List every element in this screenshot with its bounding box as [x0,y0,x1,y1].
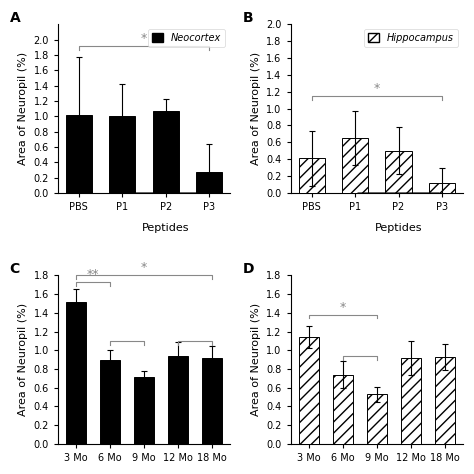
Bar [299,337,319,444]
Bar [385,151,411,193]
Bar [66,115,92,193]
Bar [366,394,387,444]
Text: Peptides: Peptides [142,223,190,234]
Bar [153,111,179,193]
Bar [134,377,154,444]
Text: *: * [340,301,346,313]
Y-axis label: Area of Neuropil (%): Area of Neuropil (%) [251,303,261,416]
Bar [342,138,368,193]
Y-axis label: Area of Neuropil (%): Area of Neuropil (%) [251,52,261,165]
Text: **: ** [87,268,99,281]
Bar [196,172,222,193]
Bar [401,358,421,444]
Text: Peptides: Peptides [375,223,422,234]
Legend: Neocortex: Neocortex [148,29,225,47]
Text: D: D [243,262,254,276]
Legend: Hippocampus: Hippocampus [364,29,458,47]
Bar [202,358,222,444]
Y-axis label: Area of Neuropil (%): Area of Neuropil (%) [18,303,28,416]
Text: A: A [9,11,20,25]
Text: *: * [141,261,147,274]
Bar [100,360,120,444]
Bar [66,301,86,444]
Bar [435,357,455,444]
Text: B: B [243,11,253,25]
Y-axis label: Area of Neuropil (%): Area of Neuropil (%) [18,52,28,165]
Text: *: * [141,32,147,45]
Bar [299,158,325,193]
Text: *: * [374,82,380,95]
Bar [109,116,135,193]
Bar [333,374,353,444]
Bar [168,356,188,444]
Text: C: C [9,262,20,276]
Bar [429,183,455,193]
